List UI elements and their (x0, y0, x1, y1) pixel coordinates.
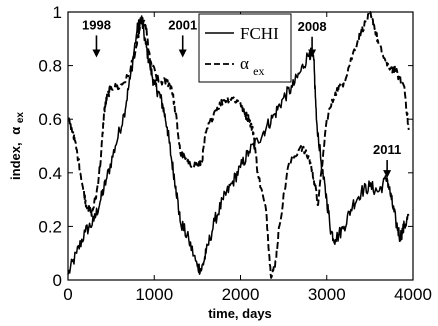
y-tick-label: 0.6 (38, 110, 62, 129)
annotation-label: 2011 (373, 142, 401, 157)
legend-label-fchi: FCHI (240, 24, 279, 43)
series-line-fchi (67, 15, 410, 275)
y-tick-label: 1 (53, 3, 62, 22)
annotation-2011: 2011 (373, 142, 401, 179)
annotation-arrow-head (92, 49, 101, 58)
y-axis-title-symbol: α (8, 127, 23, 135)
x-tick-label: 0 (63, 285, 72, 304)
annotation-label: 2001 (168, 17, 197, 32)
annotation-2001: 2001 (168, 17, 197, 58)
x-tick-label: 4000 (394, 285, 432, 304)
annotation-arrow-head (308, 49, 317, 58)
annotation-arrow-head (178, 49, 187, 58)
legend-box (198, 13, 292, 83)
legend: FCHI α ex (198, 13, 292, 83)
y-axis-title-main: index, (8, 142, 23, 180)
series-line-alpha-ex (67, 11, 410, 279)
annotation-1998: 1998 (82, 17, 111, 58)
annotation-arrow-head (383, 170, 392, 179)
y-axis-title-sub: ex (15, 112, 26, 124)
y-tick-label: 0.4 (38, 164, 62, 183)
tick-layer: 0 1000 2000 3000 4000 0 0.2 0.4 0.6 0.8 1 (38, 3, 432, 304)
legend-label-alpha-sub: ex (253, 64, 264, 78)
annotation-2008: 2008 (298, 19, 327, 58)
y-tick-label: 0.2 (38, 217, 62, 236)
annotation-label: 2008 (298, 19, 327, 34)
y-tick-label: 0 (53, 271, 62, 290)
legend-label-alpha-ex: α ex (240, 54, 265, 78)
annotation-layer: 1998 2001 2008 2011 (82, 17, 401, 179)
series-layer (67, 11, 410, 279)
annotation-label: 1998 (82, 17, 111, 32)
y-tick-label: 0.8 (38, 57, 62, 76)
x-axis-title: time, days (208, 306, 272, 321)
x-tick-label: 3000 (308, 285, 346, 304)
x-tick-label: 1000 (135, 285, 173, 304)
y-axis-title: index, α ex (8, 112, 26, 180)
x-tick-label: 2000 (222, 285, 260, 304)
legend-label-alpha: α (240, 54, 249, 73)
